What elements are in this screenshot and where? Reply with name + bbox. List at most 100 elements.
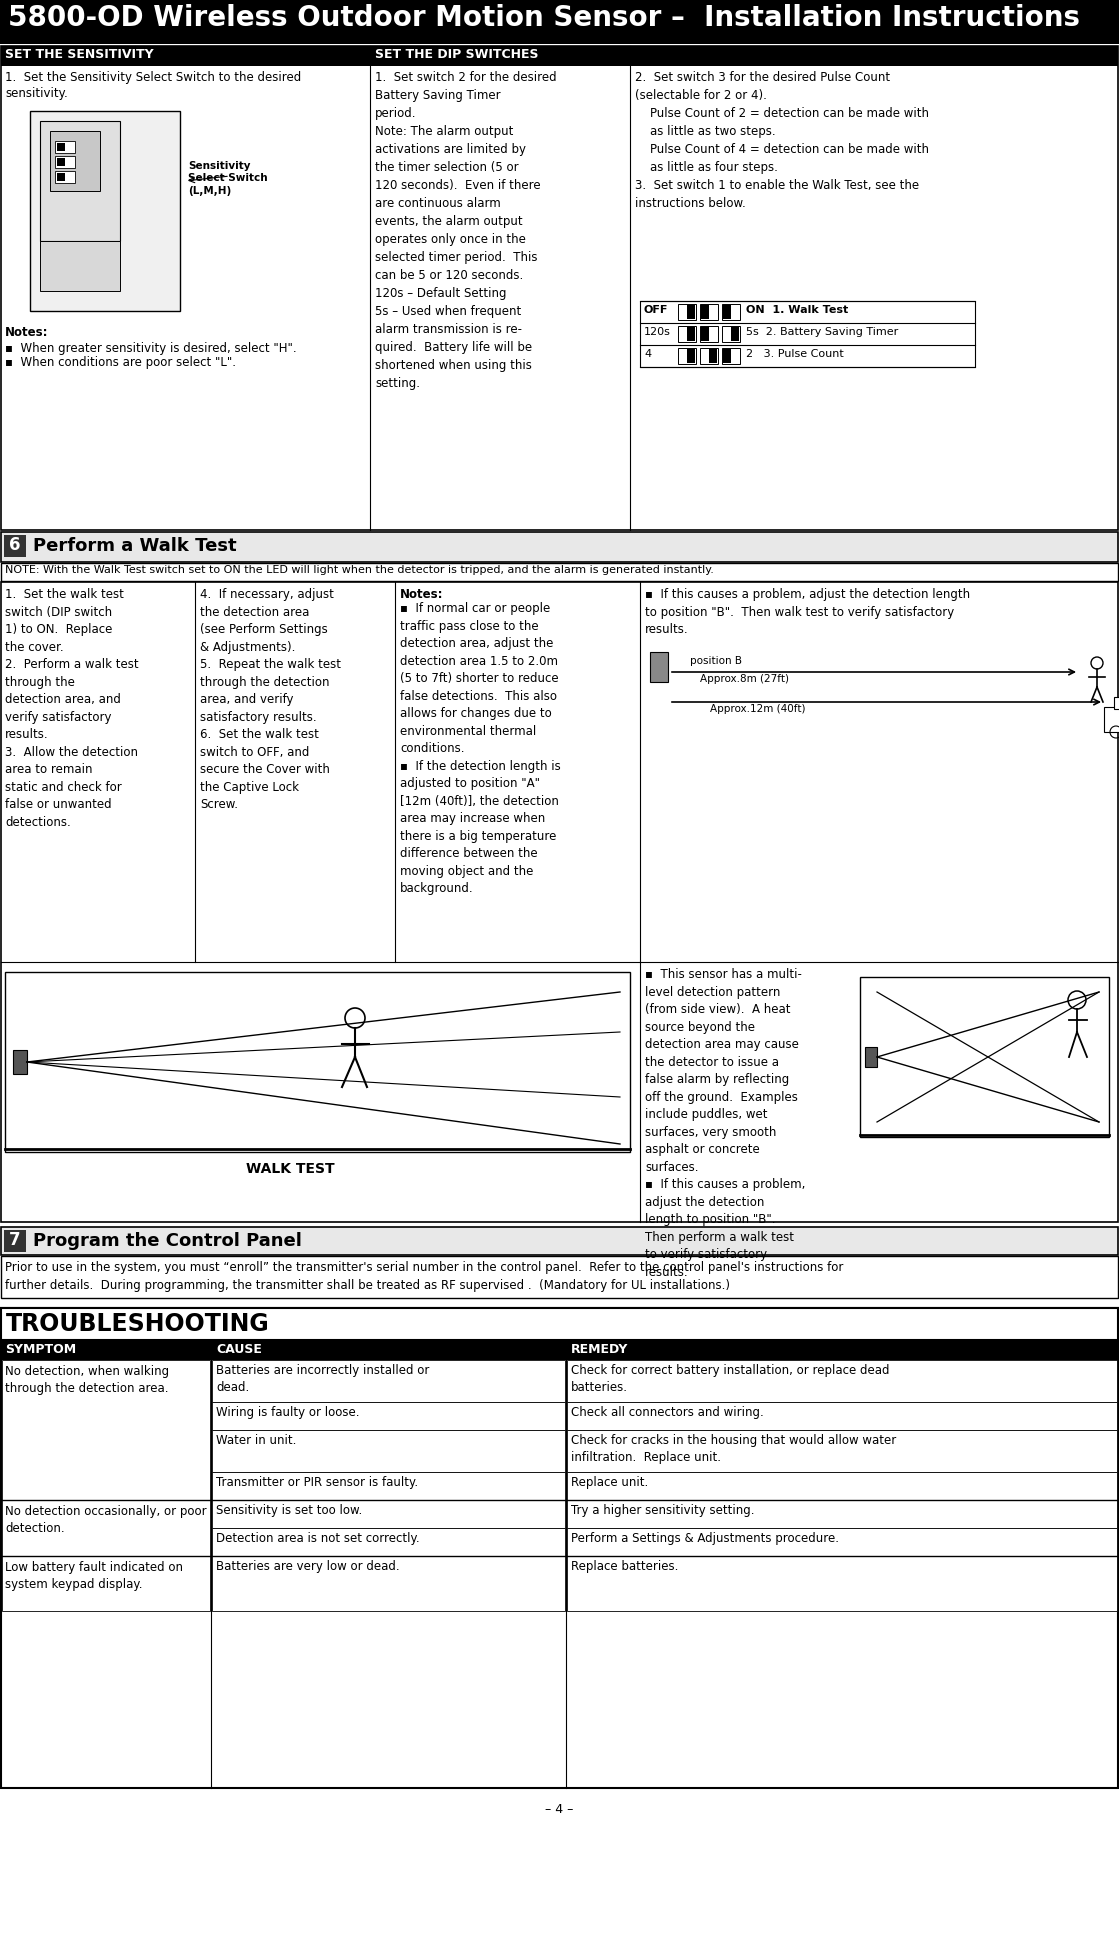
Bar <box>4 535 26 558</box>
Bar <box>700 327 718 342</box>
Bar <box>723 350 731 364</box>
Bar <box>1104 708 1119 733</box>
Text: 5800-OD Wireless Outdoor Motion Sensor –  Installation Instructions: 5800-OD Wireless Outdoor Motion Sensor –… <box>8 4 1080 31</box>
Bar <box>567 1501 1117 1528</box>
Bar <box>722 327 740 342</box>
Bar <box>566 1339 1118 1361</box>
Bar <box>211 1501 565 1528</box>
Bar <box>211 1555 565 1612</box>
Bar <box>678 327 696 342</box>
Text: Sensitivity is set too low.: Sensitivity is set too low. <box>216 1505 363 1516</box>
Text: ▪  This sensor has a multi-
level detection pattern
(from side view).  A heat
so: ▪ This sensor has a multi- level detecti… <box>645 968 806 1279</box>
Bar <box>2 1555 210 1612</box>
Bar <box>722 303 740 321</box>
Bar <box>211 1339 566 1361</box>
Bar <box>55 171 75 183</box>
Text: Notes:: Notes: <box>399 587 443 601</box>
Text: ▪  When greater sensitivity is desired, select "H".: ▪ When greater sensitivity is desired, s… <box>4 342 297 356</box>
Text: No detection, when walking
through the detection area.: No detection, when walking through the d… <box>4 1365 169 1396</box>
Bar <box>687 305 695 319</box>
Bar <box>57 144 65 152</box>
Text: SET THE SENSITIVITY: SET THE SENSITIVITY <box>4 49 153 60</box>
Bar <box>211 1472 565 1501</box>
Bar <box>865 1048 877 1067</box>
Bar <box>731 327 739 340</box>
Text: 6: 6 <box>9 537 21 554</box>
Bar <box>567 1402 1117 1431</box>
Text: 2.  Set switch 3 for the desired Pulse Count
(selectable for 2 or 4).
    Pulse : 2. Set switch 3 for the desired Pulse Co… <box>634 72 929 210</box>
Bar <box>50 130 100 191</box>
Bar <box>1 1308 1118 1788</box>
Bar <box>211 1528 565 1555</box>
Text: Low battery fault indicated on
system keypad display.: Low battery fault indicated on system ke… <box>4 1561 184 1590</box>
Bar <box>1 47 1118 531</box>
Bar <box>40 241 120 292</box>
Text: TROUBLESHOOTING: TROUBLESHOOTING <box>6 1312 270 1336</box>
Text: SYMPTOM: SYMPTOM <box>4 1343 76 1357</box>
Bar <box>723 305 731 319</box>
Bar <box>700 327 709 340</box>
Text: REMEDY: REMEDY <box>571 1343 629 1357</box>
Text: NOTE: With the Walk Test switch set to ON the LED will light when the detector i: NOTE: With the Walk Test switch set to O… <box>4 566 714 575</box>
Text: 7: 7 <box>9 1231 21 1248</box>
Text: Approx.12m (40ft): Approx.12m (40ft) <box>709 704 806 713</box>
Bar <box>57 157 65 165</box>
Bar <box>567 1361 1117 1402</box>
Bar <box>55 142 75 154</box>
Bar <box>640 301 975 367</box>
Bar <box>678 348 696 364</box>
Bar <box>722 348 740 364</box>
Bar <box>567 1555 1117 1612</box>
Bar <box>211 1402 565 1431</box>
Text: WALK TEST: WALK TEST <box>246 1163 335 1176</box>
Text: 1.  Set switch 2 for the desired
Battery Saving Timer
period.
Note: The alarm ou: 1. Set switch 2 for the desired Battery … <box>375 72 556 391</box>
Text: ▪  If normal car or people
traffic pass close to the
detection area, adjust the
: ▪ If normal car or people traffic pass c… <box>399 603 561 894</box>
Bar <box>567 1431 1117 1472</box>
Text: Prior to use in the system, you must “enroll” the transmitter's serial number in: Prior to use in the system, you must “en… <box>4 1262 844 1293</box>
Bar <box>1 581 1118 1223</box>
Text: Batteries are incorrectly installed or
dead.: Batteries are incorrectly installed or d… <box>216 1365 430 1394</box>
Bar <box>1 533 1118 562</box>
Text: Sensitivity
Select Switch
(L,M,H): Sensitivity Select Switch (L,M,H) <box>188 161 267 196</box>
Text: 1.  Set the walk test
switch (DIP switch
1) to ON.  Replace
the cover.
2.  Perfo: 1. Set the walk test switch (DIP switch … <box>4 587 139 828</box>
Text: Check for correct battery installation, or replace dead
batteries.: Check for correct battery installation, … <box>571 1365 890 1394</box>
Text: Replace unit.: Replace unit. <box>571 1475 648 1489</box>
Bar <box>1115 698 1119 710</box>
Bar <box>567 1472 1117 1501</box>
Bar <box>2 1501 210 1555</box>
Bar <box>1 1308 1118 1339</box>
Bar <box>861 978 1109 1137</box>
Bar <box>13 1050 27 1073</box>
Bar <box>1 1256 1118 1299</box>
Text: sensitivity.: sensitivity. <box>4 87 68 99</box>
Text: Batteries are very low or dead.: Batteries are very low or dead. <box>216 1559 399 1573</box>
Text: 4: 4 <box>645 350 651 360</box>
Text: Wiring is faulty or loose.: Wiring is faulty or loose. <box>216 1406 359 1419</box>
Bar <box>1 47 370 66</box>
Bar <box>1 1227 1118 1256</box>
Bar <box>4 972 630 1153</box>
Text: Perform a Settings & Adjustments procedure.: Perform a Settings & Adjustments procedu… <box>571 1532 839 1545</box>
Text: position B: position B <box>690 655 742 667</box>
Text: Check all connectors and wiring.: Check all connectors and wiring. <box>571 1406 764 1419</box>
Text: Detection area is not set correctly.: Detection area is not set correctly. <box>216 1532 420 1545</box>
Bar <box>700 348 718 364</box>
Bar <box>1 1339 211 1361</box>
Text: 5s  2. Battery Saving Timer: 5s 2. Battery Saving Timer <box>746 327 899 336</box>
Text: ▪  When conditions are poor select "L".: ▪ When conditions are poor select "L". <box>4 356 236 369</box>
Text: Check for cracks in the housing that would allow water
infiltration.  Replace un: Check for cracks in the housing that wou… <box>571 1435 896 1464</box>
Text: Program the Control Panel: Program the Control Panel <box>32 1232 302 1250</box>
Text: Perform a Walk Test: Perform a Walk Test <box>32 537 236 554</box>
Text: ON  1. Walk Test: ON 1. Walk Test <box>746 305 848 315</box>
Bar <box>567 1528 1117 1555</box>
Text: Try a higher sensitivity setting.: Try a higher sensitivity setting. <box>571 1505 754 1516</box>
Bar <box>211 1361 565 1402</box>
Bar <box>40 121 120 241</box>
Bar <box>678 303 696 321</box>
Bar <box>372 47 1118 66</box>
Bar <box>700 303 718 321</box>
Text: 4.  If necessary, adjust
the detection area
(see Perform Settings
& Adjustments): 4. If necessary, adjust the detection ar… <box>200 587 341 811</box>
Bar <box>30 111 180 311</box>
Text: 1.  Set the Sensitivity Select Switch to the desired: 1. Set the Sensitivity Select Switch to … <box>4 72 301 84</box>
Bar <box>1 564 1118 581</box>
